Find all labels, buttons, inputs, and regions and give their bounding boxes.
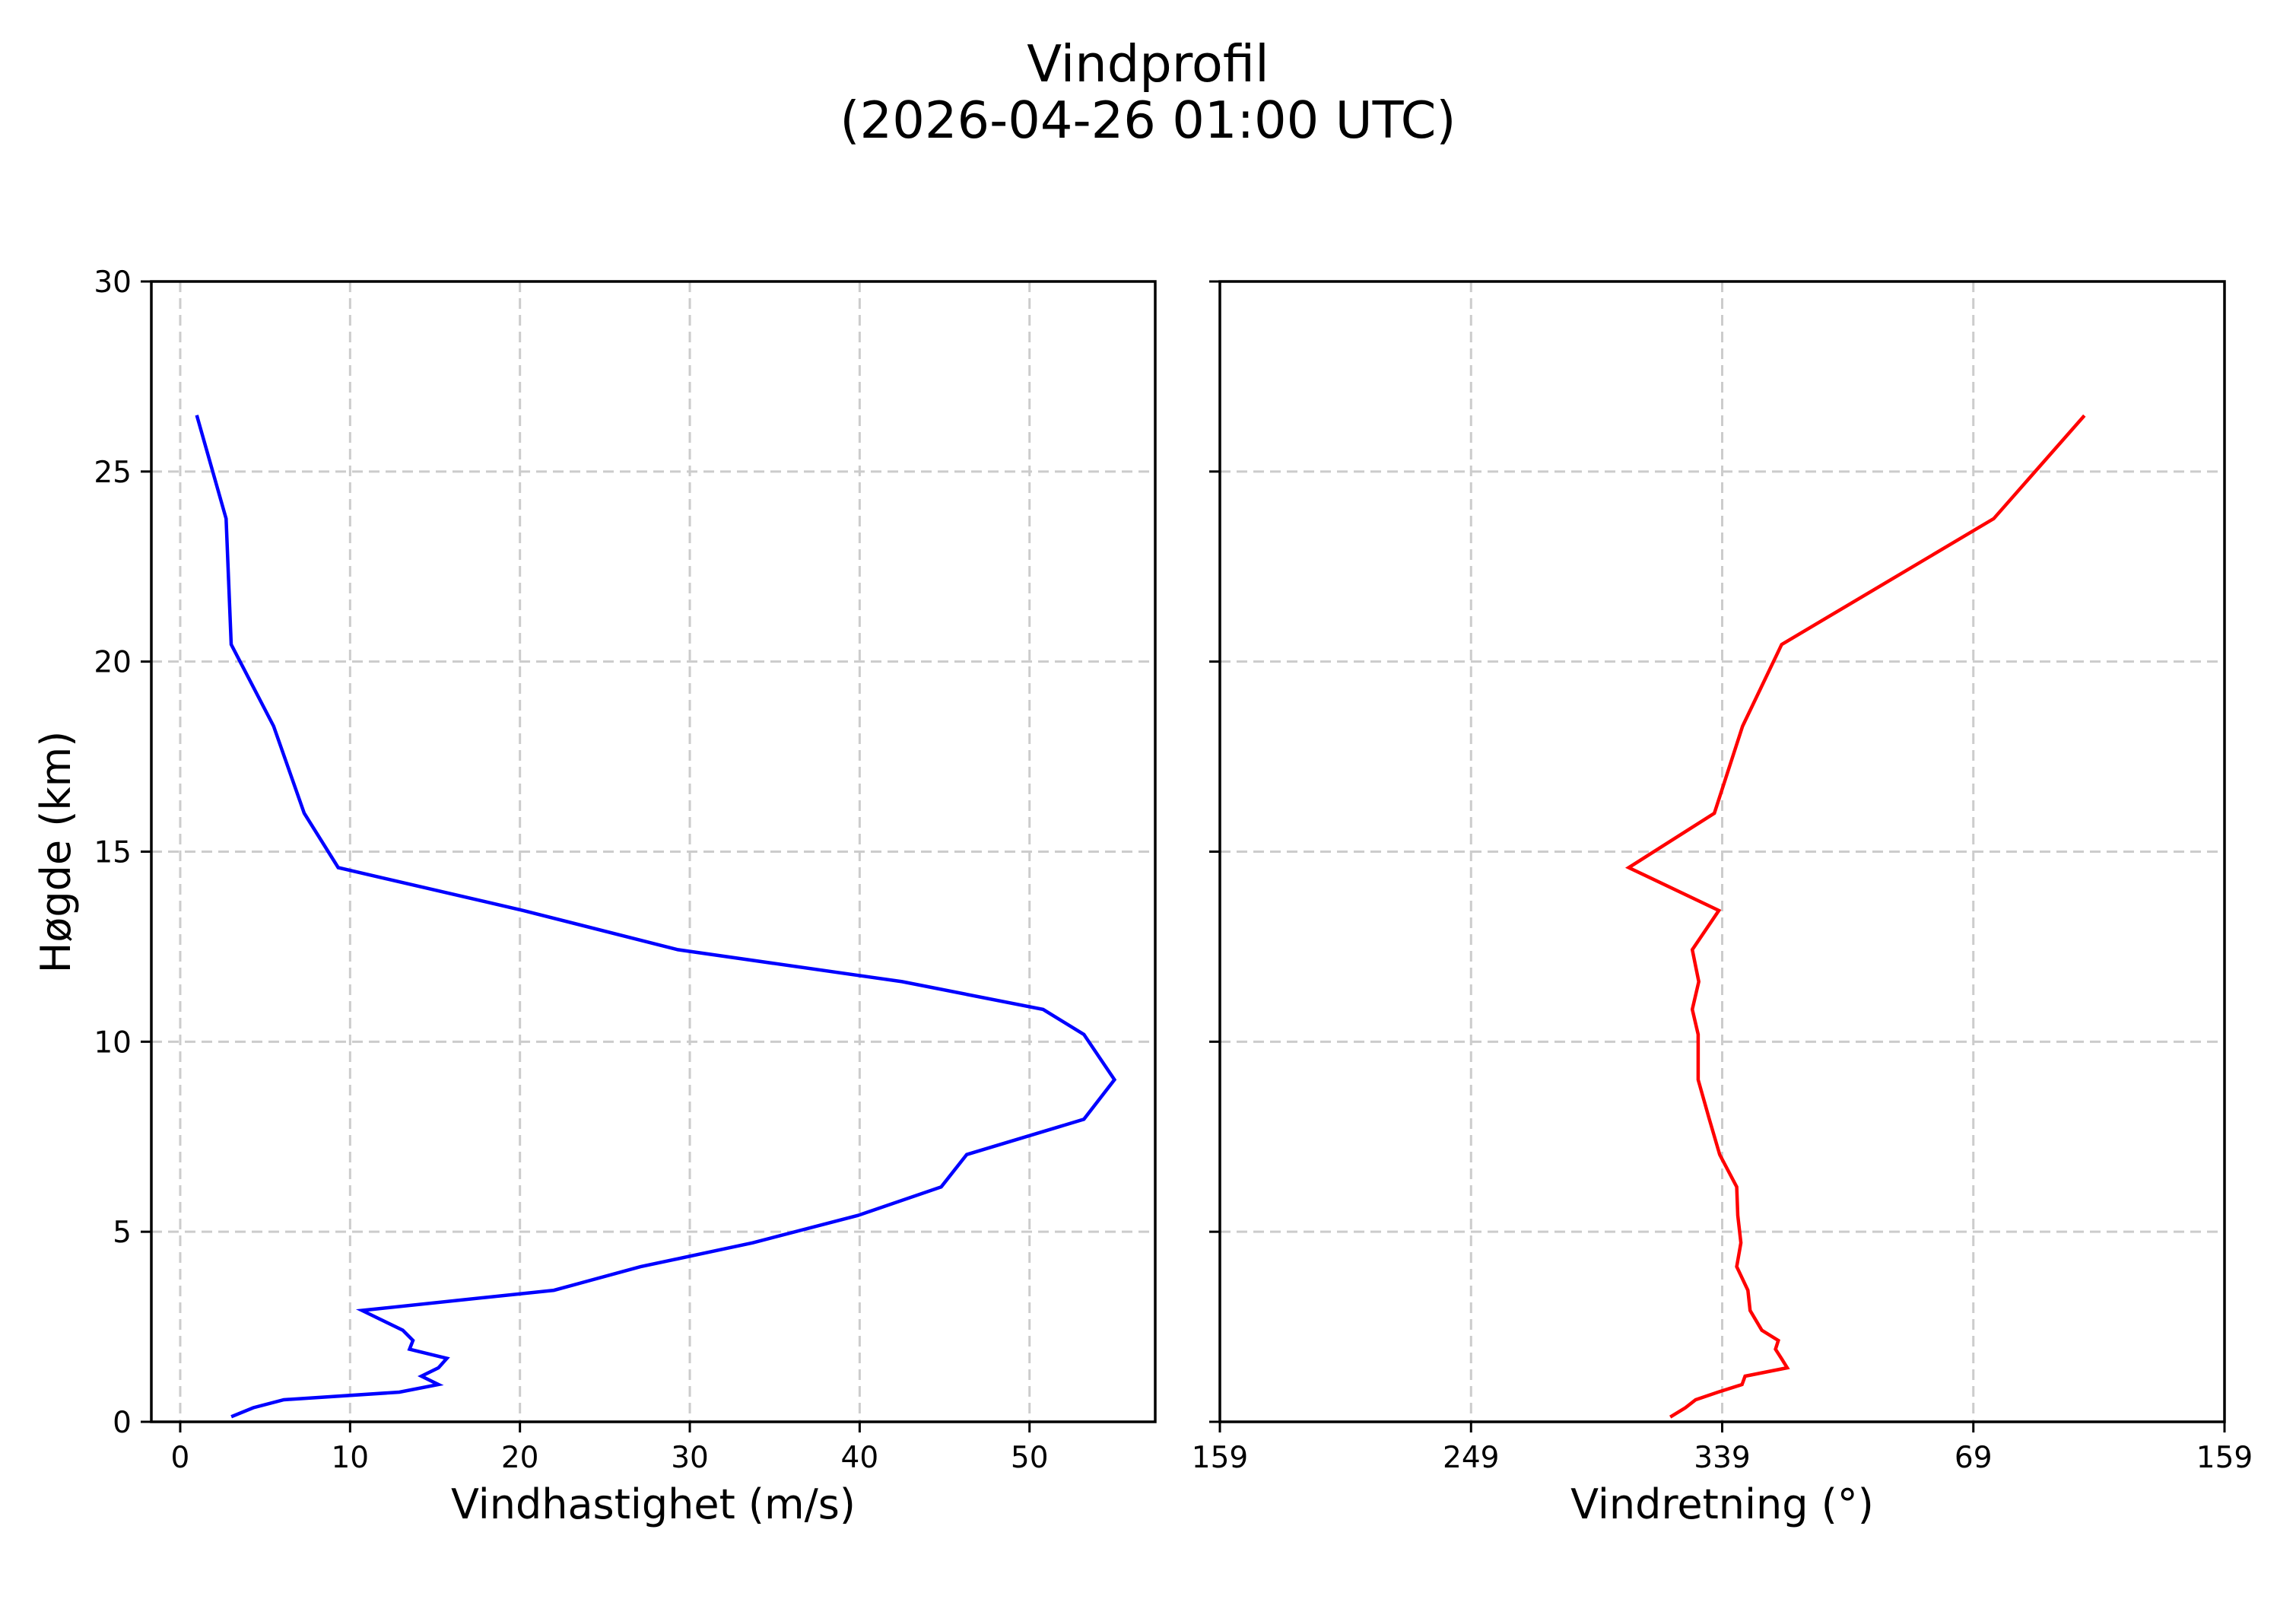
x-tick-label: 249 <box>1443 1441 1499 1475</box>
y-tick-label: 10 <box>94 1025 132 1060</box>
x-tick-label: 40 <box>841 1441 879 1475</box>
figure-title: Vindprofil (2026-04-26 01:00 UTC) <box>0 36 2296 148</box>
x-tick-label: 0 <box>171 1441 190 1475</box>
x-tick-label: 159 <box>1192 1441 1248 1475</box>
direction-panel: 159 249 339 69 159 Vindretning (°) <box>1192 280 2253 1528</box>
x-axis-label-speed: Vindhastighet (m/s) <box>451 1480 856 1528</box>
y-tick-label: 0 <box>113 1406 132 1440</box>
title-line-1: Vindprofil <box>1027 34 1269 94</box>
x-tick-label: 50 <box>1011 1441 1049 1475</box>
y-tick-label: 15 <box>94 836 132 870</box>
speed-line <box>195 415 1117 1419</box>
title-line-2: (2026-04-26 01:00 UTC) <box>840 91 1456 150</box>
x-tick-label: 30 <box>671 1441 709 1475</box>
y-tick-label: 25 <box>94 456 132 490</box>
x-axis-label-direction: Vindretning (°) <box>1570 1480 1874 1528</box>
speed-panel: 0 10 20 30 40 50 0 5 10 15 20 25 30 Vindhastighet (m/… <box>94 265 1157 1528</box>
x-tick-label: 159 <box>2196 1441 2253 1475</box>
y-tick-label: 5 <box>113 1216 132 1250</box>
x-tick-label: 20 <box>501 1441 539 1475</box>
y-tick-label: 20 <box>94 646 132 680</box>
direction-line <box>1624 414 2086 1419</box>
x-tick-label: 339 <box>1694 1441 1750 1475</box>
x-tick-label: 10 <box>331 1441 369 1475</box>
y-tick-label: 30 <box>94 265 132 300</box>
y-axis-label: Høgde (km) <box>32 731 80 974</box>
x-tick-label: 69 <box>1955 1441 1993 1475</box>
